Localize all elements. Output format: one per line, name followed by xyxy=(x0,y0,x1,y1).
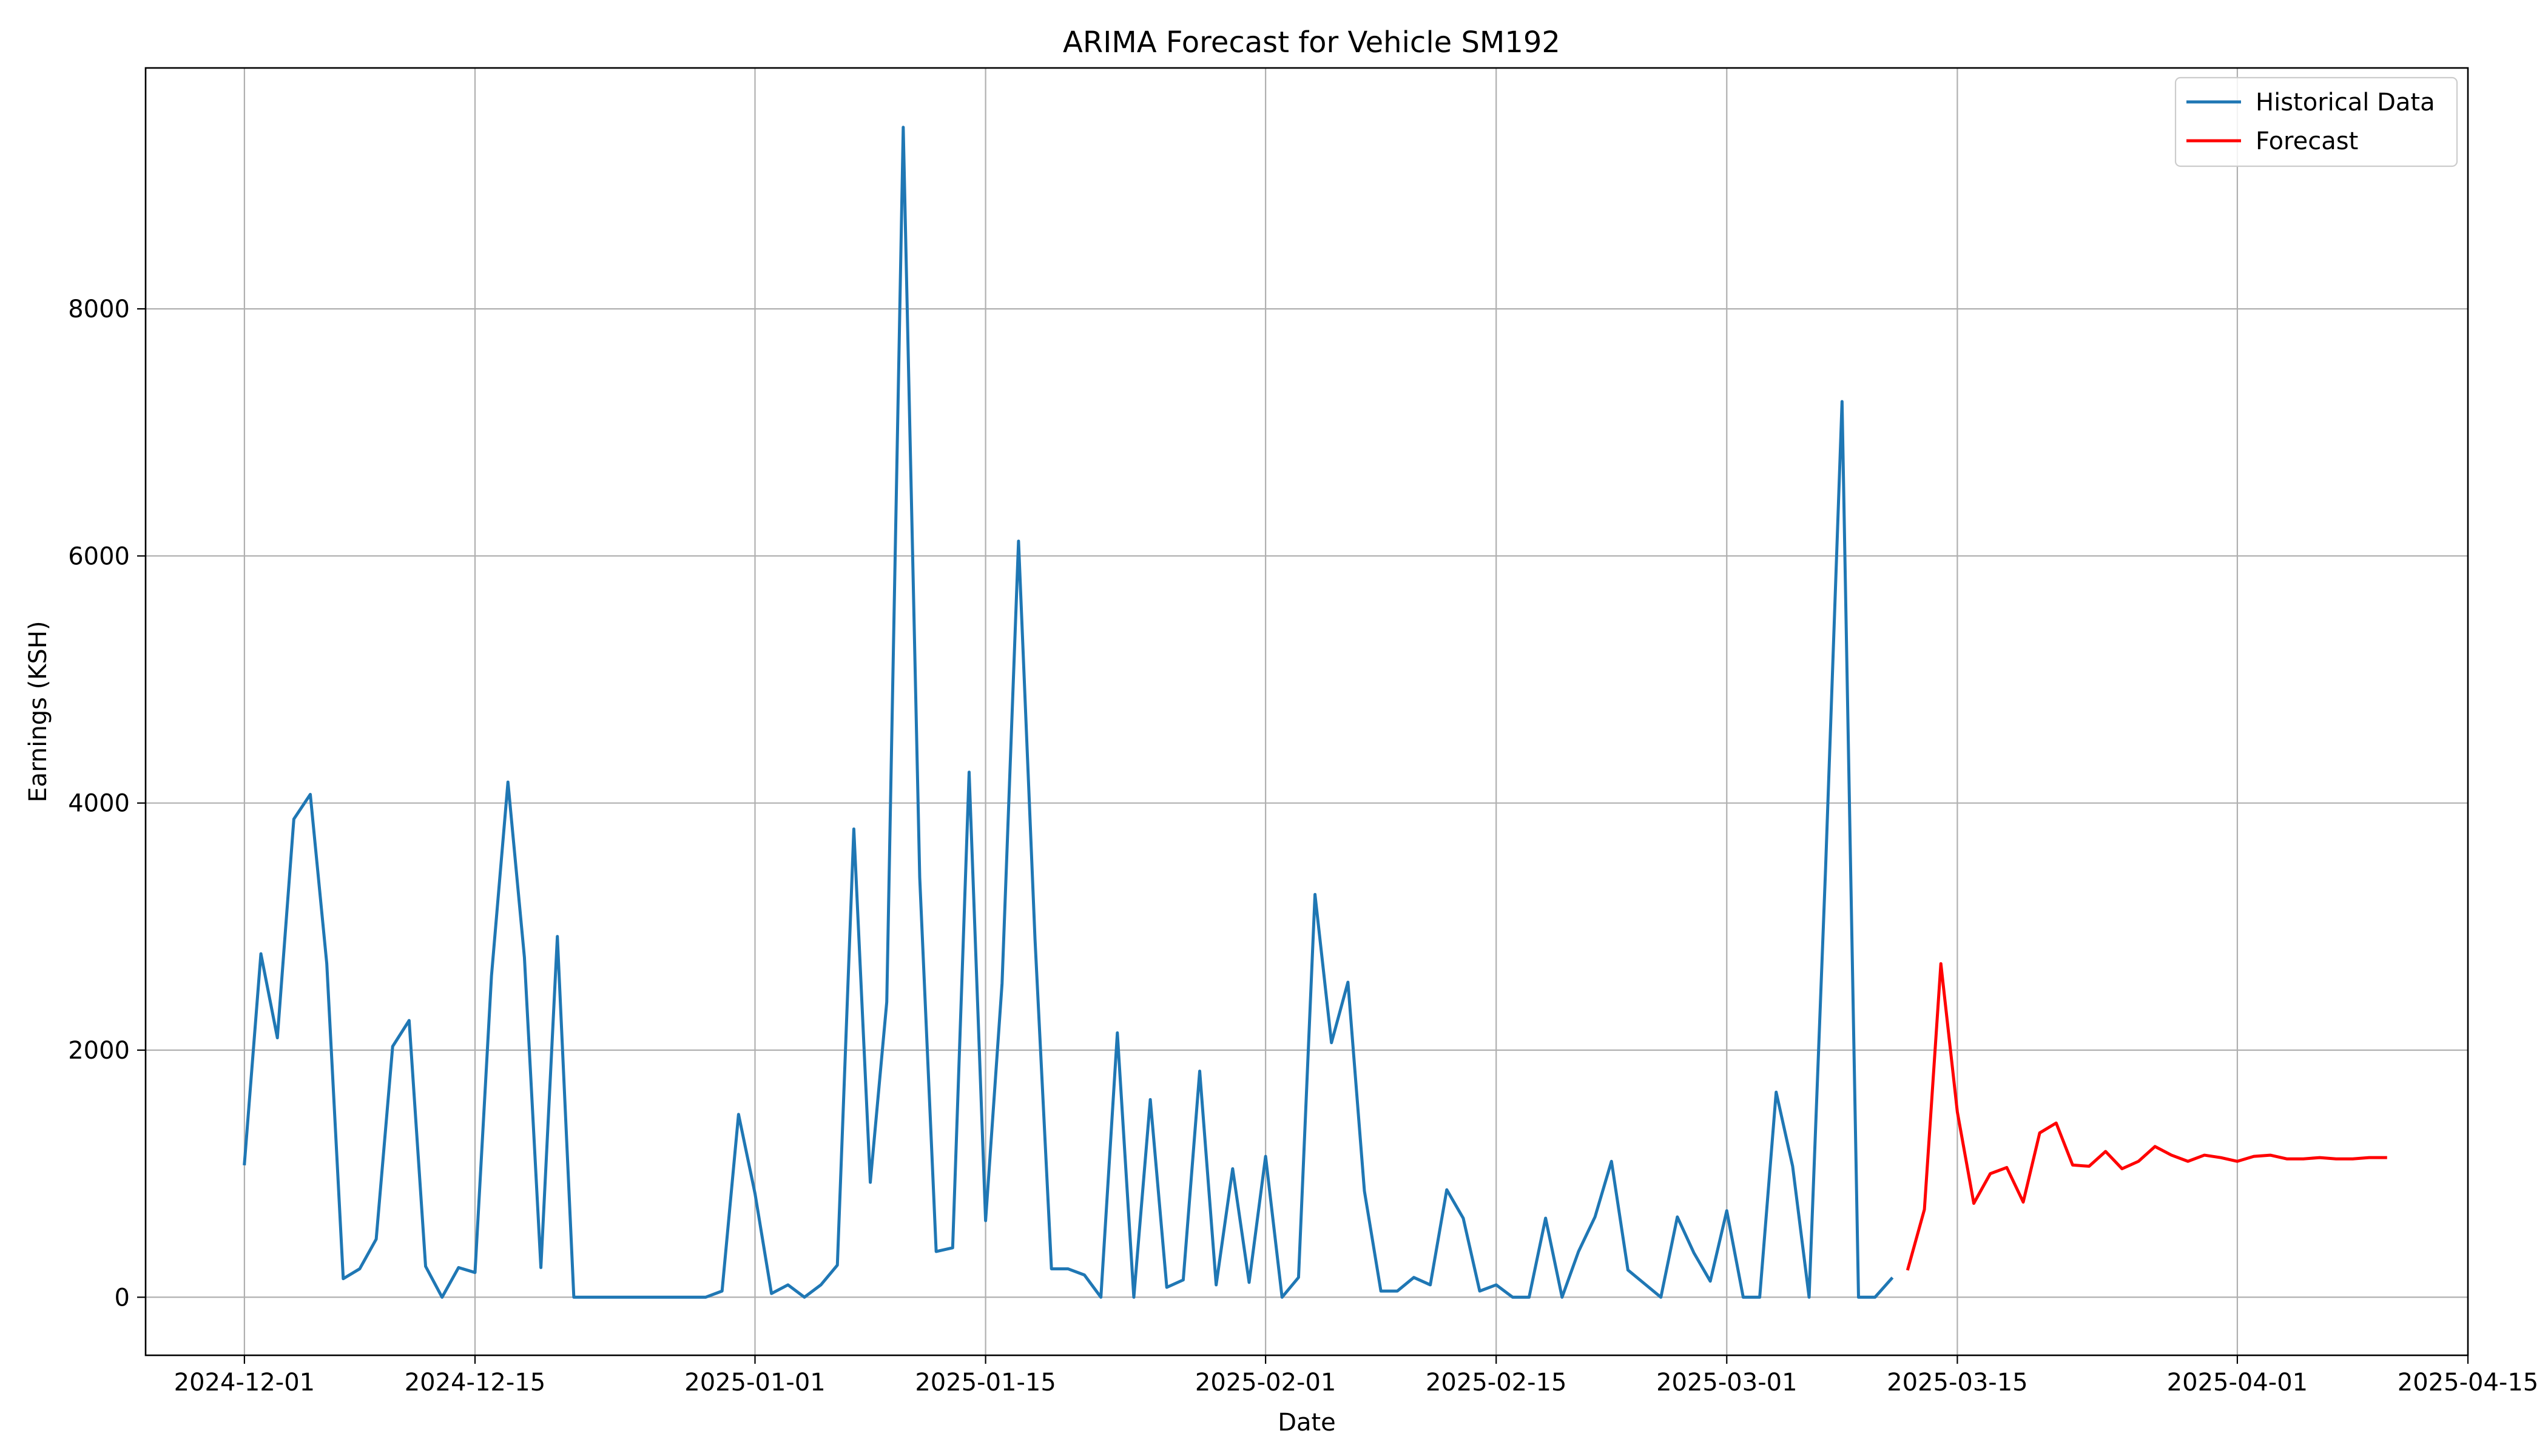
x-tick-label: 2025-04-01 xyxy=(2167,1369,2308,1397)
series-lines xyxy=(243,126,2387,1299)
x-tick-label: 2025-02-15 xyxy=(1426,1369,1566,1397)
x-tick-label: 2025-02-01 xyxy=(1195,1369,1336,1397)
y-tick-label: 2000 xyxy=(68,1037,130,1065)
x-tick-label: 2024-12-15 xyxy=(405,1369,545,1397)
x-tick-label: 2024-12-01 xyxy=(174,1369,315,1397)
y-tick-label: 0 xyxy=(115,1284,130,1312)
x-tick-label: 2025-03-15 xyxy=(1887,1369,2027,1397)
x-tick-label: 2025-04-15 xyxy=(2398,1369,2538,1397)
x-tick-label: 2025-03-01 xyxy=(1656,1369,1797,1397)
y-tick-label: 6000 xyxy=(68,542,130,570)
x-tick-label: 2025-01-15 xyxy=(915,1369,1056,1397)
plot-area xyxy=(144,67,2469,1357)
y-axis-label: Earnings (KSH) xyxy=(24,621,52,802)
x-axis: 2024-12-01 2024-12-15 2025-01-01 2025-01-15… xyxy=(174,1355,2538,1397)
x-axis-label: Date xyxy=(1278,1409,1336,1437)
y-tick-label: 8000 xyxy=(68,295,130,323)
legend: Historical Data Forecast xyxy=(2174,76,2458,167)
forecast-line xyxy=(1906,962,2387,1271)
legend-box xyxy=(2174,76,2458,167)
y-axis: 0 2000 4000 6000 8000 xyxy=(68,295,146,1312)
chart-title: ARIMA Forecast for Vehicle SM192 xyxy=(1063,25,1560,59)
y-tick-label: 4000 xyxy=(68,790,130,818)
plot-frame xyxy=(144,67,2469,1357)
legend-label-historical: Historical Data xyxy=(2256,89,2435,116)
x-tick-label: 2025-01-01 xyxy=(684,1369,825,1397)
legend-label-forecast: Forecast xyxy=(2256,127,2358,155)
historical-data-line xyxy=(243,126,1894,1299)
